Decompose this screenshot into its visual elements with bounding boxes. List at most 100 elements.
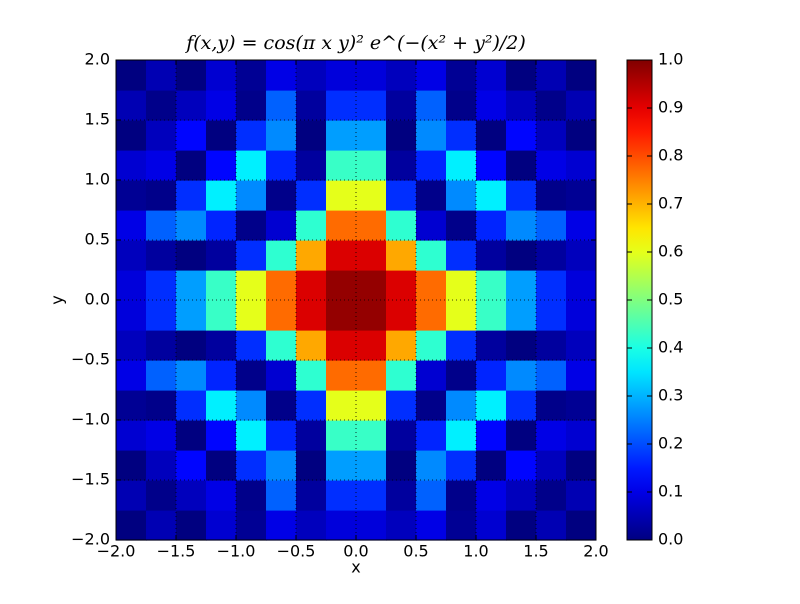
heatmap-cell <box>386 180 417 211</box>
heatmap-cell <box>476 390 507 421</box>
heatmap-cell <box>446 510 477 541</box>
heatmap-cell <box>506 420 537 451</box>
heatmap-cell <box>446 420 477 451</box>
heatmap-cell <box>416 330 447 361</box>
heatmap-cell <box>566 270 597 301</box>
heatmap-cell <box>386 270 417 301</box>
heatmap-cell <box>386 90 417 121</box>
heatmap-cell <box>506 270 537 301</box>
heatmap-cell <box>356 60 387 91</box>
heatmap-cell <box>296 210 327 241</box>
heatmap-cell <box>296 390 327 421</box>
heatmap-cell <box>356 480 387 511</box>
heatmap-cell <box>326 120 357 151</box>
heatmap-cell <box>536 330 567 361</box>
heatmap-cell <box>386 240 417 271</box>
x-tick-label: 1.5 <box>523 542 548 561</box>
heatmap-cell <box>296 360 327 391</box>
heatmap-cell <box>116 120 147 151</box>
heatmap-cell <box>266 270 297 301</box>
heatmap-cell <box>326 180 357 211</box>
heatmap-cell <box>506 210 537 241</box>
heatmap-cell <box>236 360 267 391</box>
heatmap-cell <box>446 180 477 211</box>
heatmap-cell <box>116 330 147 361</box>
heatmap-cell <box>386 120 417 151</box>
heatmap-cell <box>206 420 237 451</box>
heatmap-cell <box>146 420 177 451</box>
heatmap-cell <box>506 510 537 541</box>
heatmap-cell <box>116 150 147 181</box>
heatmap-cell <box>176 420 207 451</box>
heatmap-cell <box>566 450 597 481</box>
heatmap-cell <box>206 510 237 541</box>
y-tick-label: 2.0 <box>85 50 110 69</box>
heatmap-cell <box>356 90 387 121</box>
y-tick-label: −2.0 <box>71 530 110 549</box>
heatmap-cell <box>506 450 537 481</box>
heatmap-cell <box>566 240 597 271</box>
heatmap-cell <box>566 120 597 151</box>
heatmap-cell <box>236 120 267 151</box>
heatmap-cell <box>236 270 267 301</box>
heatmap-cell <box>326 270 357 301</box>
heatmap-cell <box>476 420 507 451</box>
heatmap-cell <box>536 270 567 301</box>
heatmap-cell <box>506 480 537 511</box>
heatmap-cell <box>476 360 507 391</box>
heatmap-cell <box>416 60 447 91</box>
colorbar-tick-label: 0.6 <box>658 242 683 261</box>
colorbar-tick-label: 0.5 <box>658 290 683 309</box>
heatmap-cell <box>266 180 297 211</box>
heatmap-cell <box>176 300 207 331</box>
heatmap-cell <box>476 510 507 541</box>
heatmap-cell <box>236 90 267 121</box>
heatmap-cell <box>266 330 297 361</box>
heatmap-cell <box>176 210 207 241</box>
heatmap-cell <box>146 210 177 241</box>
heatmap-cell <box>146 300 177 331</box>
heatmap-cell <box>386 480 417 511</box>
heatmap-cell <box>566 210 597 241</box>
heatmap-cell <box>236 300 267 331</box>
heatmap-cell <box>326 420 357 451</box>
heatmap-cell <box>476 240 507 271</box>
heatmap-cell <box>236 150 267 181</box>
heatmap-cell <box>266 390 297 421</box>
heatmap-cell <box>416 210 447 241</box>
heatmap-cell <box>446 330 477 361</box>
heatmap-cell <box>116 390 147 421</box>
heatmap-cell <box>116 300 147 331</box>
heatmap-cell <box>476 90 507 121</box>
heatmap-cell <box>236 210 267 241</box>
heatmap-cell <box>146 450 177 481</box>
x-tick-label: 1.0 <box>463 542 488 561</box>
heatmap-cell <box>536 120 567 151</box>
heatmap-cell <box>446 300 477 331</box>
y-tick-label: 1.5 <box>85 110 110 129</box>
heatmap-cell <box>356 180 387 211</box>
heatmap-cell <box>206 270 237 301</box>
heatmap-cell <box>206 450 237 481</box>
heatmap-cell <box>326 450 357 481</box>
heatmap-cell <box>266 300 297 331</box>
heatmap-cell <box>446 90 477 121</box>
y-tick-label: 0.0 <box>85 290 110 309</box>
heatmap-cell <box>566 150 597 181</box>
heatmap-cell <box>356 300 387 331</box>
heatmap-cell <box>416 360 447 391</box>
heatmap-cell <box>206 390 237 421</box>
heatmap-cell <box>176 270 207 301</box>
heatmap-cell <box>386 450 417 481</box>
heatmap-cell <box>116 450 147 481</box>
heatmap-cell <box>446 240 477 271</box>
heatmap-cell <box>356 450 387 481</box>
heatmap-cell <box>536 450 567 481</box>
heatmap-cell <box>476 300 507 331</box>
heatmap-cell <box>416 240 447 271</box>
heatmap-cell <box>356 420 387 451</box>
heatmap-cell <box>266 150 297 181</box>
heatmap-cell <box>296 120 327 151</box>
heatmap-cell <box>206 120 237 151</box>
heatmap-cell <box>116 90 147 121</box>
